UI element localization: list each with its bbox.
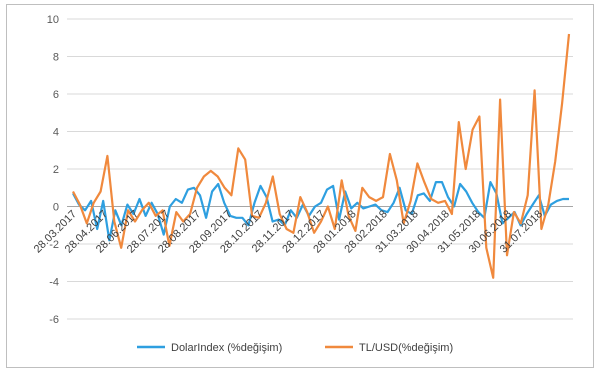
y-tick-label: 8 [53, 52, 59, 64]
y-tick-label: 6 [53, 89, 59, 101]
legend-label-1: DolarIndex (%değişim) [171, 342, 282, 354]
y-tick-label: 2 [53, 164, 59, 176]
y-tick-label: -4 [49, 277, 59, 289]
series-lines [72, 33, 571, 279]
legend: DolarIndex (%değişim) TL/USD(%değişim) [137, 342, 453, 354]
series-line-1 [72, 181, 569, 242]
line-chart: -6 -4 -2 0 2 4 6 8 10 28.03.201728.04.201728.06.… [32, 14, 573, 354]
chart-frame: -6 -4 -2 0 2 4 6 8 10 28.03.2017 28.04.2017 28.06.… [6, 4, 594, 368]
legend-label-2: TL/USD(%değişim) [359, 342, 453, 354]
y-tick-label: 0 [53, 202, 59, 214]
y-tick-label: -2 [49, 239, 59, 251]
y-tick-label: 10 [47, 14, 59, 26]
y-tick-label: 4 [53, 127, 59, 139]
x-tick-labels: 28.03.201728.04.201728.06.201728.07.2017… [32, 208, 545, 255]
series-line-2 [72, 33, 571, 279]
y-tick-label: -6 [49, 314, 59, 326]
axes: -6 -4 -2 0 2 4 6 8 10 [47, 14, 573, 326]
